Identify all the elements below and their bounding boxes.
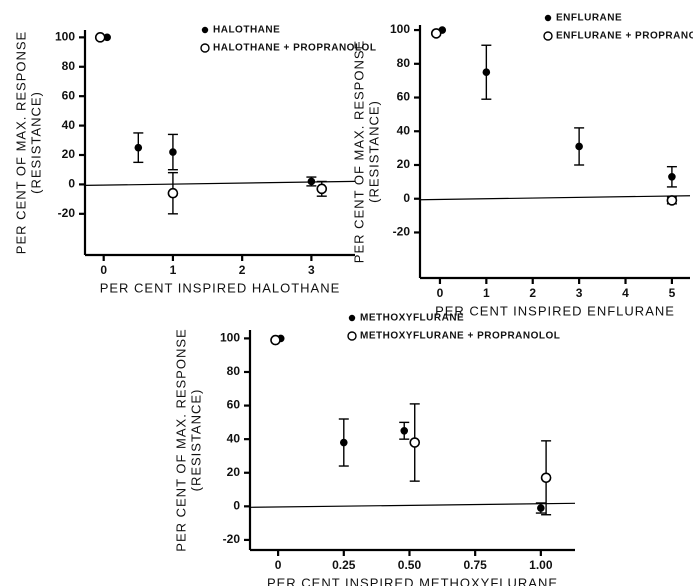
legend-marker xyxy=(347,331,357,341)
legend-label: METHOXYFLURANE xyxy=(360,313,464,324)
y-tick-label: 100 xyxy=(390,22,410,36)
zero-line xyxy=(249,502,576,508)
data-point xyxy=(169,148,177,156)
data-point xyxy=(270,334,281,346)
x-tick-label: 1.00 xyxy=(529,558,553,572)
legend-label: ENFLURANE xyxy=(556,13,622,24)
x-tick-label: 0 xyxy=(437,286,444,300)
y-tick-label: 60 xyxy=(397,90,411,104)
x-axis-label: PER CENT INSPIRED METHOXYFLURANE xyxy=(267,575,558,586)
data-point xyxy=(668,173,676,181)
y-axis-label: (RESISTANCE) xyxy=(366,100,381,203)
y-tick-label: 80 xyxy=(397,56,411,70)
y-tick-label: 0 xyxy=(403,191,410,205)
y-tick-label: 80 xyxy=(227,364,241,378)
x-tick-label: 1 xyxy=(170,263,177,277)
y-tick-label: 40 xyxy=(227,431,241,445)
y-tick-label: 40 xyxy=(397,123,411,137)
data-point xyxy=(575,142,583,151)
legend-marker xyxy=(544,14,552,22)
y-tick-label: 20 xyxy=(397,157,411,171)
y-tick-label: 20 xyxy=(227,465,241,479)
data-point xyxy=(94,32,106,43)
legend-label: HALOTHANE + PROPRANOLOL xyxy=(213,43,376,54)
legend-label: HALOTHANE xyxy=(213,25,280,36)
data-point xyxy=(430,28,442,39)
data-point xyxy=(666,195,678,206)
data-point xyxy=(307,177,316,186)
y-tick-label: 0 xyxy=(68,177,75,191)
data-point xyxy=(339,438,348,447)
y-tick-label: -20 xyxy=(58,206,76,220)
y-axis-label: PER CENT OF MAX. RESPONSE xyxy=(13,31,28,254)
y-tick-label: -20 xyxy=(393,225,411,239)
x-tick-label: 0 xyxy=(275,558,282,572)
x-axis-label: PER CENT INSPIRED ENFLURANE xyxy=(435,303,675,318)
legend-marker xyxy=(348,314,356,322)
x-tick-label: 5 xyxy=(669,286,676,300)
x-tick-label: 2 xyxy=(529,286,536,300)
data-point xyxy=(167,187,179,199)
y-tick-label: 0 xyxy=(233,499,240,513)
legend-marker xyxy=(200,43,210,53)
data-point xyxy=(409,437,421,448)
x-tick-label: 3 xyxy=(576,286,583,300)
x-tick-label: 4 xyxy=(622,286,629,300)
y-axis-label: (RESISTANCE) xyxy=(28,91,43,194)
data-point xyxy=(134,143,143,152)
y-axis-label: (RESISTANCE) xyxy=(188,389,203,492)
x-tick-label: 1 xyxy=(483,286,490,300)
y-tick-label: 40 xyxy=(62,118,76,132)
zero-line xyxy=(419,195,691,201)
y-tick-label: 60 xyxy=(227,398,241,412)
legend-marker xyxy=(201,26,209,34)
legend-label: ENFLURANE + PROPRANOLOL xyxy=(556,31,693,42)
y-tick-label: 100 xyxy=(220,331,240,345)
data-point xyxy=(482,68,491,77)
y-axis-label: PER CENT OF MAX. RESPONSE xyxy=(173,328,188,551)
y-tick-label: -20 xyxy=(223,532,241,546)
x-tick-label: 0.75 xyxy=(463,558,487,572)
x-tick-label: 0.50 xyxy=(398,558,422,572)
data-point xyxy=(540,472,552,484)
legend-marker xyxy=(543,31,553,41)
data-point xyxy=(316,183,328,195)
y-tick-label: 80 xyxy=(62,59,76,73)
x-tick-label: 0.25 xyxy=(332,558,356,572)
data-point xyxy=(400,426,409,435)
legend-label: METHOXYFLURANE + PROPRANOLOL xyxy=(360,331,560,342)
y-tick-label: 60 xyxy=(62,88,76,102)
x-tick-label: 2 xyxy=(239,263,246,277)
x-tick-label: 0 xyxy=(100,263,107,277)
y-tick-label: 100 xyxy=(55,30,75,44)
y-tick-label: 20 xyxy=(62,147,76,161)
data-point xyxy=(537,504,545,512)
y-axis-label: PER CENT OF MAX. RESPONSE xyxy=(351,40,366,263)
x-tick-label: 3 xyxy=(308,263,315,277)
x-axis-label: PER CENT INSPIRED HALOTHANE xyxy=(100,280,341,295)
